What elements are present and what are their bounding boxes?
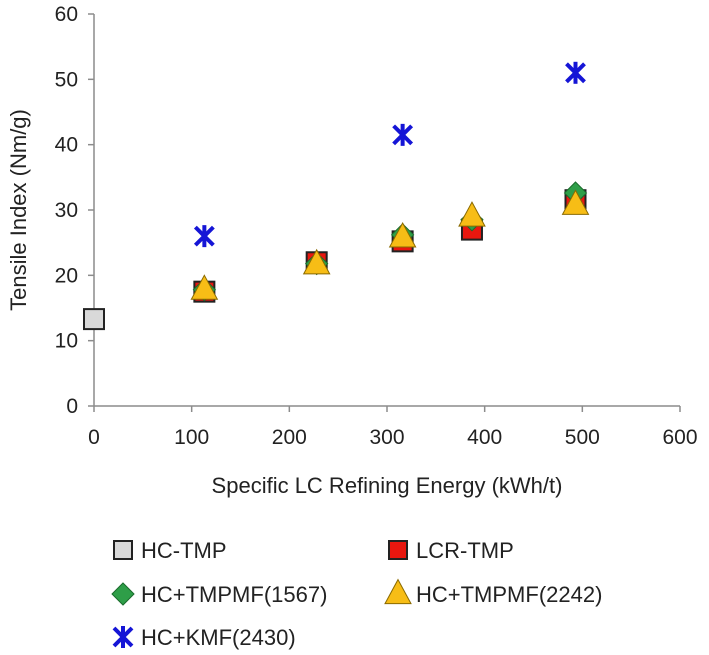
legend-marker: [111, 582, 135, 606]
data-point: [392, 123, 414, 146]
y-tick-label: 10: [55, 330, 78, 353]
y-axis-title: Tensile Index (Nm/g): [6, 109, 31, 311]
y-tick-label: 30: [55, 199, 78, 222]
x-tick-label: 200: [272, 426, 307, 449]
x-tick-label: 300: [369, 426, 404, 449]
series-2: [192, 181, 588, 302]
y-tick-label: 20: [55, 264, 78, 287]
legend: HC-TMP LCR-TMP HC+TMPMF(1567) HC+TMPMF(2242…: [111, 538, 602, 650]
legend-label: HC-TMP: [141, 538, 227, 563]
x-tick-label: 500: [565, 426, 600, 449]
legend-label: LCR-TMP: [416, 538, 514, 563]
legend-marker: [112, 626, 134, 648]
legend-item: HC+TMPMF(2242): [384, 578, 602, 607]
legend-marker: [384, 578, 412, 605]
x-axis-title: Specific LC Refining Energy (kWh/t): [212, 473, 563, 498]
legend-item: HC+TMPMF(1567): [111, 582, 327, 607]
series-0: [83, 308, 105, 331]
legend-marker: [388, 540, 408, 560]
legend-item: HC-TMP: [113, 538, 227, 563]
x-tick-label: 100: [174, 426, 209, 449]
y-tick-label: 50: [55, 68, 78, 91]
legend-item: HC+KMF(2430): [112, 625, 296, 650]
x-tick-label: 400: [467, 426, 502, 449]
data-point: [458, 201, 486, 227]
x-tick-label: 0: [88, 426, 100, 449]
series-3: [190, 189, 590, 300]
legend-item: LCR-TMP: [388, 538, 514, 563]
data-point: [193, 225, 215, 248]
data-point: [561, 189, 590, 215]
legend-label: HC+TMPMF(2242): [416, 582, 602, 607]
data-point: [388, 221, 417, 248]
y-tick-label: 60: [55, 3, 78, 26]
data-points: [83, 61, 590, 331]
y-tick-label: 0: [66, 395, 78, 418]
legend-label: HC+KMF(2430): [141, 625, 296, 650]
series-4: [193, 61, 586, 248]
x-tick-label: 600: [662, 426, 697, 449]
legend-label: HC+TMPMF(1567): [141, 582, 327, 607]
data-point: [565, 61, 586, 84]
data-point: [302, 248, 331, 275]
legend-marker: [113, 540, 133, 560]
y-tick-label: 40: [55, 134, 78, 157]
data-point: [83, 308, 105, 331]
data-point: [190, 274, 219, 300]
